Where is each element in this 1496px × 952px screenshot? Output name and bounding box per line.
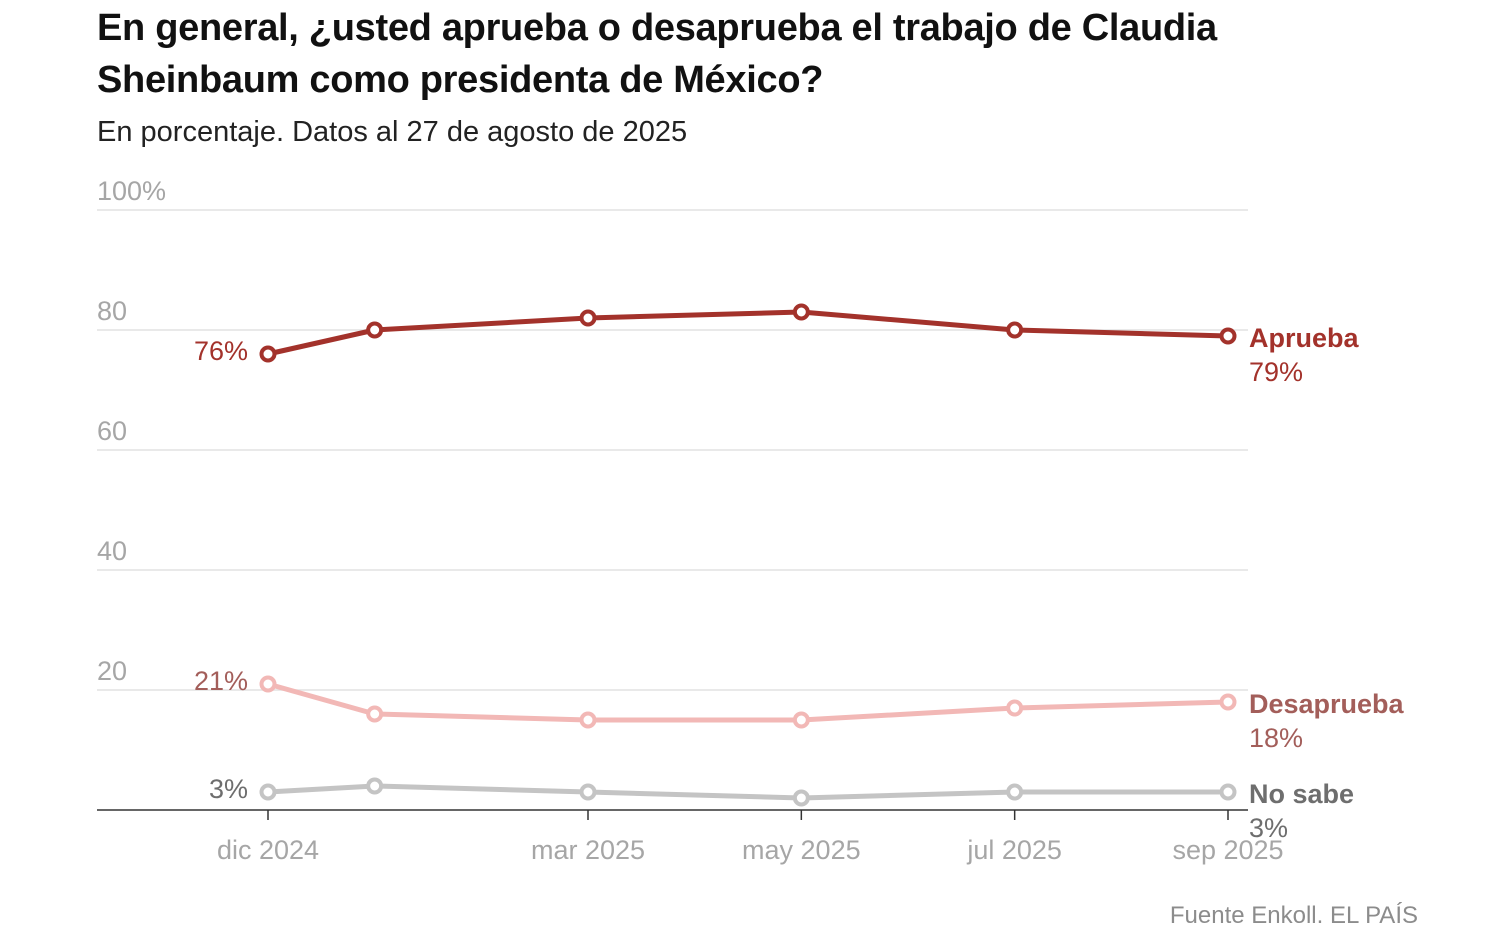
data-point-no-sabe	[366, 777, 384, 795]
source-note: Fuente Enkoll. EL PAÍS	[1169, 902, 1418, 929]
chart-title: En general, ¿usted aprueba o desaprueba …	[97, 7, 1217, 101]
start-value-label: 3%	[209, 774, 248, 804]
data-point-aprueba	[1219, 327, 1237, 345]
data-point-desaprueba	[259, 675, 277, 693]
data-point-aprueba	[1006, 321, 1024, 339]
data-point-desaprueba	[366, 705, 384, 723]
end-value-label: 3%	[1249, 813, 1288, 843]
data-point-aprueba	[579, 309, 597, 327]
y-tick-label: 20	[97, 656, 127, 686]
chart-subtitle: En porcentaje. Datos al 27 de agosto de …	[97, 116, 688, 148]
x-tick-label: jul 2025	[966, 835, 1062, 865]
series-label-desaprueba: Desaprueba	[1249, 689, 1405, 719]
x-tick-label: mar 2025	[531, 835, 645, 865]
series-label-aprueba: Aprueba	[1249, 323, 1360, 353]
start-value-label: 21%	[194, 666, 248, 696]
y-tick-label: 40	[97, 536, 127, 566]
y-tick-label: 100%	[97, 176, 166, 206]
series-line-aprueba	[265, 309, 1231, 357]
end-value-label: 18%	[1249, 723, 1303, 753]
data-point-desaprueba	[1219, 693, 1237, 711]
y-tick-label: 60	[97, 416, 127, 446]
data-point-no-sabe	[1219, 783, 1237, 801]
data-point-desaprueba	[792, 711, 810, 729]
end-value-label: 79%	[1249, 357, 1303, 387]
data-point-desaprueba	[579, 711, 597, 729]
x-tick-label: sep 2025	[1172, 835, 1283, 865]
data-point-no-sabe	[1006, 783, 1024, 801]
series-line-desaprueba	[265, 681, 1231, 723]
start-value-label: 76%	[194, 336, 248, 366]
data-point-no-sabe	[792, 789, 810, 807]
data-point-no-sabe	[579, 783, 597, 801]
series-line-no-sabe	[265, 783, 1231, 801]
y-tick-label: 80	[97, 296, 127, 326]
data-point-no-sabe	[259, 783, 277, 801]
x-tick-label: may 2025	[742, 835, 861, 865]
data-point-desaprueba	[1006, 699, 1024, 717]
data-point-aprueba	[792, 303, 810, 321]
data-point-aprueba	[366, 321, 384, 339]
x-tick-label: dic 2024	[217, 835, 319, 865]
data-point-aprueba	[259, 345, 277, 363]
series-label-no-sabe: No sabe	[1249, 779, 1354, 809]
